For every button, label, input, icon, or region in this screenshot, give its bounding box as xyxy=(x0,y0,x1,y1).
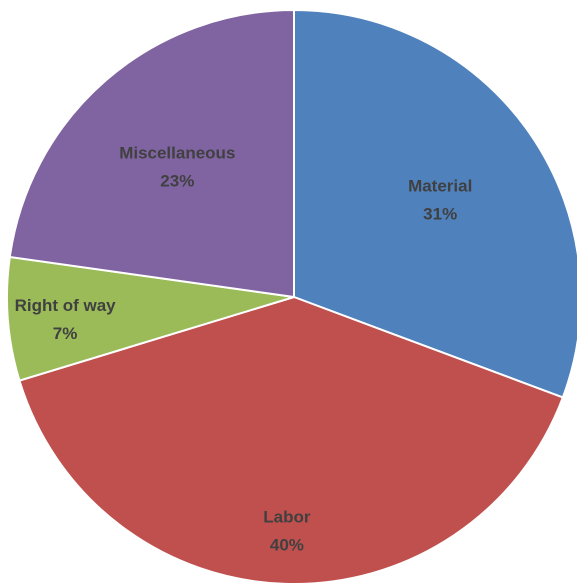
pie-label-percent: 40% xyxy=(270,536,304,555)
pie-label-category: Material xyxy=(408,177,472,196)
pie-slice-material xyxy=(293,8,577,399)
pie-labels: Material 31% Labor 40% Right of way 7% Miscell… xyxy=(15,144,473,555)
pie-slice-miscellaneous xyxy=(8,8,295,299)
pie-label-category: Right of way xyxy=(15,296,117,315)
pie-label-category: Labor xyxy=(263,508,311,527)
pie-label-percent: 7% xyxy=(53,324,78,343)
pie-label-percent: 23% xyxy=(160,172,194,191)
pie-label-miscellaneous: Miscellaneous 23% xyxy=(119,144,235,191)
pie-label-percent: 31% xyxy=(423,205,457,224)
pie-label-material: Material 31% xyxy=(408,177,472,224)
pie-label-category: Miscellaneous xyxy=(119,144,235,163)
pie-label-right-of-way: Right of way 7% xyxy=(15,296,117,343)
pie-label-labor: Labor 40% xyxy=(263,508,311,555)
pie-slice-labor xyxy=(18,295,565,583)
pie-slices xyxy=(6,8,577,583)
